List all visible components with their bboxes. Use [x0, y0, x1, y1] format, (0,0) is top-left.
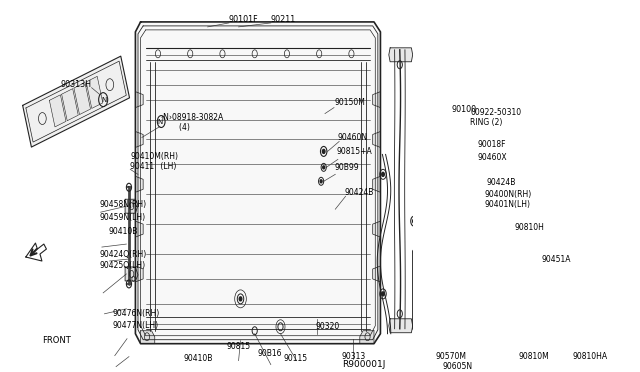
- Circle shape: [381, 172, 384, 176]
- Polygon shape: [372, 221, 380, 237]
- Text: N: N: [157, 119, 163, 125]
- Polygon shape: [49, 95, 66, 127]
- Text: 90424B: 90424B: [344, 188, 374, 197]
- Text: 90B16: 90B16: [257, 349, 282, 358]
- Circle shape: [323, 150, 325, 153]
- Polygon shape: [22, 56, 129, 147]
- Text: 90458N(RH): 90458N(RH): [100, 200, 147, 209]
- Text: 90410B: 90410B: [184, 354, 213, 363]
- Polygon shape: [61, 89, 78, 121]
- Text: 90459N(LH): 90459N(LH): [100, 213, 146, 222]
- Polygon shape: [372, 131, 380, 147]
- Polygon shape: [136, 131, 143, 147]
- Circle shape: [420, 257, 422, 260]
- Text: N: N: [101, 97, 106, 103]
- Text: 90313H: 90313H: [61, 80, 92, 89]
- Text: ‹N›08918-3082A
        (4): ‹N›08918-3082A (4): [160, 113, 223, 132]
- Text: 90815: 90815: [227, 342, 251, 351]
- Circle shape: [320, 180, 322, 183]
- Text: 90410M(RH)
90411  (LH): 90410M(RH) 90411 (LH): [131, 152, 179, 171]
- Polygon shape: [125, 199, 138, 213]
- Text: 90424B: 90424B: [487, 178, 516, 187]
- Text: 00922-50310
RING (2): 00922-50310 RING (2): [470, 108, 521, 127]
- Polygon shape: [372, 266, 380, 282]
- Polygon shape: [389, 319, 413, 333]
- Polygon shape: [136, 266, 143, 282]
- Polygon shape: [125, 267, 138, 281]
- Circle shape: [420, 317, 422, 320]
- Text: 90460N: 90460N: [338, 133, 368, 142]
- Text: 90400N(RH)
90401N(LH): 90400N(RH) 90401N(LH): [485, 190, 532, 209]
- Text: 90018F: 90018F: [477, 140, 506, 149]
- Circle shape: [323, 166, 324, 169]
- Circle shape: [487, 257, 489, 260]
- Text: 90115: 90115: [284, 354, 307, 363]
- Text: 90605N: 90605N: [443, 362, 473, 371]
- Text: 90101F: 90101F: [229, 15, 259, 25]
- Text: 90815+A: 90815+A: [337, 147, 372, 156]
- Text: 90211: 90211: [271, 15, 296, 25]
- Polygon shape: [136, 92, 143, 108]
- Text: 90477N(LH): 90477N(LH): [113, 321, 159, 330]
- Text: 90810H: 90810H: [515, 222, 545, 232]
- Polygon shape: [372, 176, 380, 192]
- Polygon shape: [141, 331, 155, 344]
- Circle shape: [413, 219, 415, 223]
- Text: 90570M: 90570M: [436, 352, 467, 361]
- Text: 90424Q(RH): 90424Q(RH): [100, 250, 147, 259]
- Text: 90425Q(LH): 90425Q(LH): [100, 262, 146, 270]
- Polygon shape: [74, 83, 90, 115]
- Text: 90100: 90100: [451, 105, 477, 114]
- Polygon shape: [136, 176, 143, 192]
- Polygon shape: [136, 22, 380, 344]
- Polygon shape: [26, 243, 47, 261]
- Polygon shape: [360, 331, 374, 344]
- Text: 90410B: 90410B: [108, 227, 138, 235]
- Text: 90313: 90313: [341, 352, 365, 361]
- Polygon shape: [86, 76, 103, 108]
- Circle shape: [447, 171, 451, 177]
- Circle shape: [381, 292, 384, 296]
- Text: 90451A: 90451A: [541, 254, 571, 263]
- Text: 90B99: 90B99: [334, 163, 358, 172]
- Text: R900001J: R900001J: [342, 360, 385, 369]
- Circle shape: [487, 317, 489, 320]
- Text: FRONT: FRONT: [42, 336, 71, 345]
- Text: 90320: 90320: [316, 322, 340, 331]
- Text: 90150M: 90150M: [334, 98, 365, 107]
- Circle shape: [491, 287, 493, 291]
- Text: 90476N(RH): 90476N(RH): [113, 309, 160, 318]
- Circle shape: [415, 250, 418, 254]
- Text: 90810M: 90810M: [518, 352, 549, 361]
- Polygon shape: [389, 48, 413, 62]
- Text: 90460X: 90460X: [477, 153, 507, 162]
- Polygon shape: [136, 221, 143, 237]
- Polygon shape: [372, 92, 380, 108]
- Text: 90810HA: 90810HA: [573, 352, 608, 361]
- Polygon shape: [413, 244, 495, 337]
- Circle shape: [239, 297, 242, 301]
